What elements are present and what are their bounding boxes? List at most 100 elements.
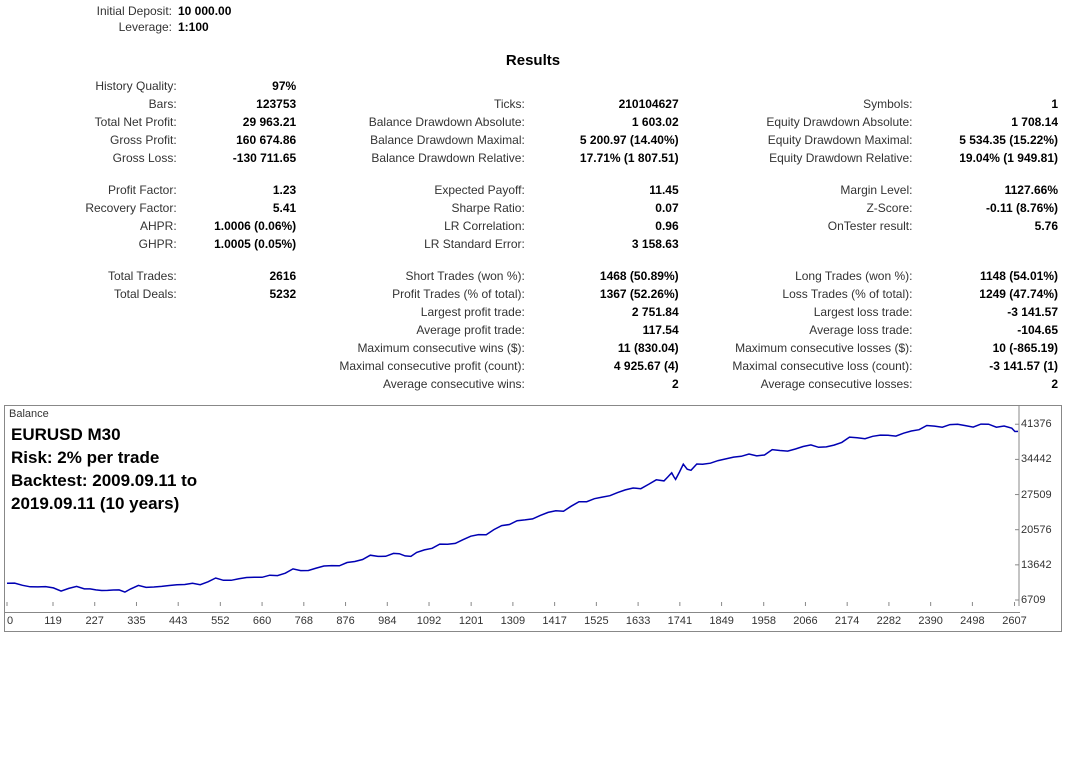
results-table: History Quality:97%Bars:123753Ticks:2101… <box>4 77 1062 393</box>
stat-value <box>181 339 301 357</box>
stat-value <box>181 375 301 393</box>
chart-overlay-line1: EURUSD M30 <box>11 424 197 447</box>
stat-label: Equity Drawdown Relative: <box>683 149 917 167</box>
x-tick-label: 1201 <box>459 615 483 627</box>
stat-label: Margin Level: <box>683 181 917 199</box>
stat-value: 2 <box>916 375 1062 393</box>
stat-value <box>916 235 1062 253</box>
stat-label: GHPR: <box>4 235 181 253</box>
chart-x-axis: 0119227335443552660768876984109212011309… <box>5 612 1020 631</box>
stat-label <box>683 77 917 95</box>
stat-value: 2 751.84 <box>529 303 683 321</box>
stat-value: 1.0006 (0.06%) <box>181 217 301 235</box>
stat-label: Expected Payoff: <box>300 181 529 199</box>
stat-value: 1367 (52.26%) <box>529 285 683 303</box>
stat-value <box>181 357 301 375</box>
x-tick-label: 119 <box>44 615 62 627</box>
stat-label: Largest loss trade: <box>683 303 917 321</box>
stat-label: Bars: <box>4 95 181 113</box>
stat-label: Average loss trade: <box>683 321 917 339</box>
stat-label: Z-Score: <box>683 199 917 217</box>
y-tick-label: 20576 <box>1021 524 1052 536</box>
stat-value: 11.45 <box>529 181 683 199</box>
stat-label: Total Deals: <box>4 285 181 303</box>
x-tick-label: 335 <box>127 615 145 627</box>
stat-label: LR Standard Error: <box>300 235 529 253</box>
x-tick-label: 1741 <box>668 615 692 627</box>
stat-label: Total Net Profit: <box>4 113 181 131</box>
stat-value: 1.0005 (0.05%) <box>181 235 301 253</box>
stat-value: 19.04% (1 949.81) <box>916 149 1062 167</box>
x-tick-label: 2390 <box>918 615 942 627</box>
x-tick-label: 1092 <box>417 615 441 627</box>
balance-chart: Balance EURUSD M30 Risk: 2% per trade Ba… <box>4 405 1062 632</box>
stat-label: Average profit trade: <box>300 321 529 339</box>
stat-value: 29 963.21 <box>181 113 301 131</box>
stat-label: Recovery Factor: <box>4 199 181 217</box>
stat-value: 1249 (47.74%) <box>916 285 1062 303</box>
stat-value <box>181 321 301 339</box>
stat-label: Ticks: <box>300 95 529 113</box>
x-tick-label: 1525 <box>584 615 608 627</box>
stat-value: -3 141.57 <box>916 303 1062 321</box>
stat-value: 1127.66% <box>916 181 1062 199</box>
stat-label: History Quality: <box>4 77 181 95</box>
stat-label <box>683 235 917 253</box>
leverage-label: Leverage: <box>4 20 178 34</box>
stat-label: Maximum consecutive wins ($): <box>300 339 529 357</box>
stat-value: 5 534.35 (15.22%) <box>916 131 1062 149</box>
stat-value: -0.11 (8.76%) <box>916 199 1062 217</box>
stat-value: 4 925.67 (4) <box>529 357 683 375</box>
stat-label: AHPR: <box>4 217 181 235</box>
stat-value: -3 141.57 (1) <box>916 357 1062 375</box>
stat-label: Average consecutive wins: <box>300 375 529 393</box>
x-tick-label: 1958 <box>751 615 775 627</box>
x-tick-label: 227 <box>86 615 104 627</box>
stat-value: 10 (-865.19) <box>916 339 1062 357</box>
x-tick-label: 552 <box>211 615 229 627</box>
y-tick-label: 13642 <box>1021 559 1052 571</box>
stat-value: 97% <box>181 77 301 95</box>
stat-label <box>4 339 181 357</box>
stat-label: Balance Drawdown Maximal: <box>300 131 529 149</box>
stat-label: Gross Loss: <box>4 149 181 167</box>
x-tick-label: 443 <box>169 615 187 627</box>
stat-value <box>916 77 1062 95</box>
stat-label: Profit Factor: <box>4 181 181 199</box>
stat-value: 1.23 <box>181 181 301 199</box>
stat-value: 5.76 <box>916 217 1062 235</box>
stat-value: 2 <box>529 375 683 393</box>
x-tick-label: 1309 <box>501 615 525 627</box>
y-tick-label: 41376 <box>1021 418 1052 430</box>
stat-label: Largest profit trade: <box>300 303 529 321</box>
stat-label: Maximal consecutive profit (count): <box>300 357 529 375</box>
stat-label: Average consecutive losses: <box>683 375 917 393</box>
chart-overlay-line3: Backtest: 2009.09.11 to <box>11 470 197 493</box>
stat-value: 1 603.02 <box>529 113 683 131</box>
stat-label: Balance Drawdown Relative: <box>300 149 529 167</box>
stat-value: -130 711.65 <box>181 149 301 167</box>
chart-overlay-line4: 2019.09.11 (10 years) <box>11 493 197 516</box>
stat-value: 3 158.63 <box>529 235 683 253</box>
stat-label: Maximum consecutive losses ($): <box>683 339 917 357</box>
stat-label: Balance Drawdown Absolute: <box>300 113 529 131</box>
chart-overlay-text: EURUSD M30 Risk: 2% per trade Backtest: … <box>11 424 197 516</box>
chart-y-axis: 41376344422750920576136426709 <box>1017 406 1061 606</box>
y-tick-label: 27509 <box>1021 489 1052 501</box>
stat-value: 5232 <box>181 285 301 303</box>
x-tick-label: 1633 <box>626 615 650 627</box>
stat-label: Long Trades (won %): <box>683 267 917 285</box>
stat-label: Total Trades: <box>4 267 181 285</box>
stat-value: 1468 (50.89%) <box>529 267 683 285</box>
x-tick-label: 0 <box>7 615 13 627</box>
stat-value: -104.65 <box>916 321 1062 339</box>
stat-label <box>4 303 181 321</box>
stat-value: 1 708.14 <box>916 113 1062 131</box>
stat-label: Equity Drawdown Maximal: <box>683 131 917 149</box>
x-tick-label: 2066 <box>793 615 817 627</box>
stat-label: Short Trades (won %): <box>300 267 529 285</box>
stat-value: 5.41 <box>181 199 301 217</box>
stat-value <box>181 303 301 321</box>
x-tick-label: 768 <box>295 615 313 627</box>
x-tick-label: 2607 <box>1002 615 1026 627</box>
